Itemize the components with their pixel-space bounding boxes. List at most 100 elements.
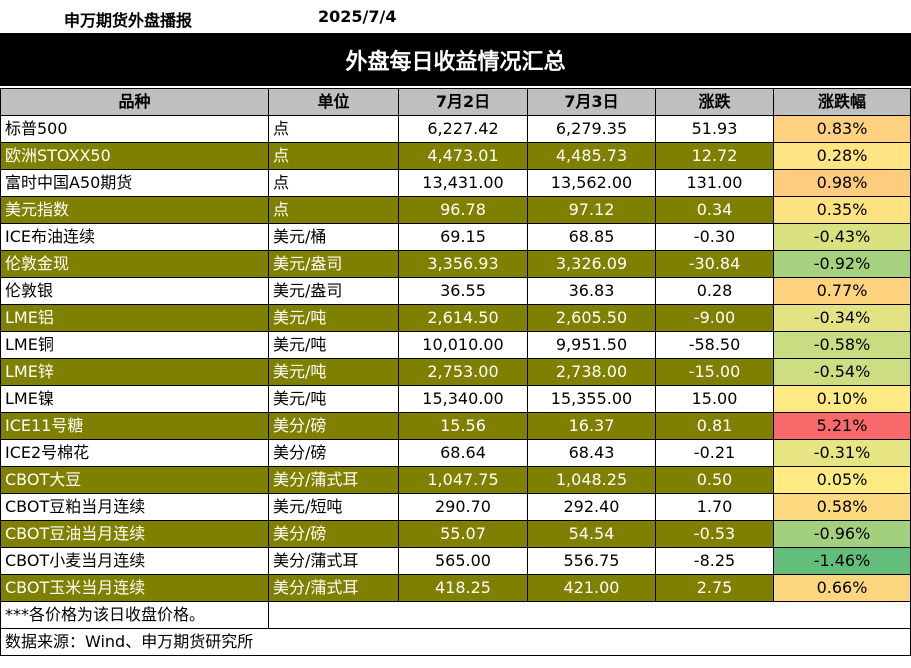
cell-day2: 2,605.50: [527, 304, 656, 332]
cell-unit: 美元/桶: [268, 223, 399, 251]
cell-day2: 421.00: [527, 574, 656, 602]
table-row: 标普500 点 6,227.42 6,279.35 51.93 0.83%: [0, 115, 911, 143]
cell-name: CBOT豆油当月连续: [0, 520, 269, 548]
cell-name: CBOT小麦当月连续: [0, 547, 269, 575]
cell-change: -15.00: [655, 358, 774, 386]
cell-unit: 点: [268, 115, 399, 143]
table-row: LME锌 美元/吨 2,753.00 2,738.00 -15.00 -0.54%: [0, 358, 911, 386]
footer-note-row: ***各价格为该日收盘价格。: [0, 601, 911, 629]
cell-unit: 美元/吨: [268, 358, 399, 386]
cell-unit: 美分/磅: [268, 439, 399, 467]
cell-day1: 69.15: [398, 223, 528, 251]
table-row: CBOT豆粕当月连续 美元/短吨 290.70 292.40 1.70 0.58%: [0, 493, 911, 521]
cell-change-pct: 0.35%: [773, 196, 911, 224]
report-title-bar: 外盘每日收益情况汇总: [0, 33, 911, 86]
cell-unit: 点: [268, 169, 399, 197]
cell-change-pct: 0.98%: [773, 169, 911, 197]
table-row: LME镍 美元/吨 15,340.00 15,355.00 15.00 0.10%: [0, 385, 911, 413]
cell-day2: 1,048.25: [527, 466, 656, 494]
cell-name: LME铝: [0, 304, 269, 332]
col-header-change-pct: 涨跌幅: [773, 88, 911, 116]
cell-name: 伦敦金现: [0, 250, 269, 278]
cell-day1: 1,047.75: [398, 466, 528, 494]
cell-day1: 2,614.50: [398, 304, 528, 332]
table-row: CBOT小麦当月连续 美分/蒲式耳 565.00 556.75 -8.25 -1.46%: [0, 547, 911, 575]
cell-unit: 美元/盎司: [268, 277, 399, 305]
cell-change: 0.50: [655, 466, 774, 494]
cell-unit: 美元/吨: [268, 385, 399, 413]
report-date: 2025/7/4: [318, 7, 397, 26]
cell-name: 美元指数: [0, 196, 269, 224]
cell-name: LME镍: [0, 385, 269, 413]
cell-day2: 4,485.73: [527, 142, 656, 170]
cell-name: 富时中国A50期货: [0, 169, 269, 197]
cell-change: 12.72: [655, 142, 774, 170]
cell-name: LME锌: [0, 358, 269, 386]
cell-name: 欧洲STOXX50: [0, 142, 269, 170]
cell-change: 0.28: [655, 277, 774, 305]
table-row: CBOT豆油当月连续 美分/磅 55.07 54.54 -0.53 -0.96%: [0, 520, 911, 548]
cell-day2: 2,738.00: [527, 358, 656, 386]
table-row: 伦敦银 美元/盎司 36.55 36.83 0.28 0.77%: [0, 277, 911, 305]
cell-unit: 美元/盎司: [268, 250, 399, 278]
cell-day1: 10,010.00: [398, 331, 528, 359]
cell-change: 0.81: [655, 412, 774, 440]
cell-day1: 418.25: [398, 574, 528, 602]
cell-day2: 3,326.09: [527, 250, 656, 278]
footer-note-blank: [268, 601, 911, 629]
cell-change-pct: 0.58%: [773, 493, 911, 521]
cell-name: ICE2号棉花: [0, 439, 269, 467]
cell-day1: 55.07: [398, 520, 528, 548]
cell-name: 标普500: [0, 115, 269, 143]
cell-day2: 97.12: [527, 196, 656, 224]
cell-day1: 565.00: [398, 547, 528, 575]
cell-change-pct: 0.10%: [773, 385, 911, 413]
cell-change: -0.53: [655, 520, 774, 548]
cell-day2: 15,355.00: [527, 385, 656, 413]
cell-unit: 美分/蒲式耳: [268, 466, 399, 494]
cell-unit: 点: [268, 142, 399, 170]
cell-change-pct: -0.96%: [773, 520, 911, 548]
cell-name: CBOT豆粕当月连续: [0, 493, 269, 521]
cell-day1: 15.56: [398, 412, 528, 440]
cell-name: CBOT玉米当月连续: [0, 574, 269, 602]
cell-name: ICE11号糖: [0, 412, 269, 440]
cell-change-pct: 0.05%: [773, 466, 911, 494]
cell-day2: 16.37: [527, 412, 656, 440]
cell-change-pct: -1.46%: [773, 547, 911, 575]
cell-change: 131.00: [655, 169, 774, 197]
cell-change-pct: -0.34%: [773, 304, 911, 332]
cell-unit: 美分/蒲式耳: [268, 574, 399, 602]
cell-change: 0.34: [655, 196, 774, 224]
cell-unit: 美元/短吨: [268, 493, 399, 521]
cell-day1: 2,753.00: [398, 358, 528, 386]
table-row: LME铜 美元/吨 10,010.00 9,951.50 -58.50 -0.58%: [0, 331, 911, 359]
report-source-label: 申万期货外盘播报: [64, 11, 193, 30]
table-row: LME铝 美元/吨 2,614.50 2,605.50 -9.00 -0.34%: [0, 304, 911, 332]
cell-change: -8.25: [655, 547, 774, 575]
cell-day1: 290.70: [398, 493, 528, 521]
table-header-row: 品种 单位 7月2日 7月3日 涨跌 涨跌幅: [0, 88, 911, 116]
cell-change-pct: -0.92%: [773, 250, 911, 278]
table-row: 富时中国A50期货点 13,431.00 13,562.00 131.00 0.98%: [0, 169, 911, 197]
cell-change: -9.00: [655, 304, 774, 332]
cell-change: 2.75: [655, 574, 774, 602]
table-row: ICE11号糖 美分/磅 15.56 16.37 0.81 5.21%: [0, 412, 911, 440]
cell-day2: 68.43: [527, 439, 656, 467]
table-row: CBOT大豆 美分/蒲式耳 1,047.75 1,048.25 0.50 0.05%: [0, 466, 911, 494]
col-header-name: 品种: [0, 88, 269, 116]
table-row: 欧洲STOXX50 点 4,473.01 4,485.73 12.72 0.28%: [0, 142, 911, 170]
cell-day1: 13,431.00: [398, 169, 528, 197]
cell-change: -0.30: [655, 223, 774, 251]
cell-day2: 13,562.00: [527, 169, 656, 197]
cell-change-pct: -0.43%: [773, 223, 911, 251]
table-row: ICE布油连续 美元/桶 69.15 68.85 -0.30 -0.43%: [0, 223, 911, 251]
cell-unit: 美分/蒲式耳: [268, 547, 399, 575]
cell-day2: 9,951.50: [527, 331, 656, 359]
cell-day1: 36.55: [398, 277, 528, 305]
cell-day2: 6,279.35: [527, 115, 656, 143]
table-body: 标普500 点 6,227.42 6,279.35 51.93 0.83% 欧洲STOXX5…: [0, 115, 911, 602]
cell-name: LME铜: [0, 331, 269, 359]
price-table: 品种 单位 7月2日 7月3日 涨跌 涨跌幅 标普500 点 6,227.42 6,2…: [0, 88, 911, 656]
